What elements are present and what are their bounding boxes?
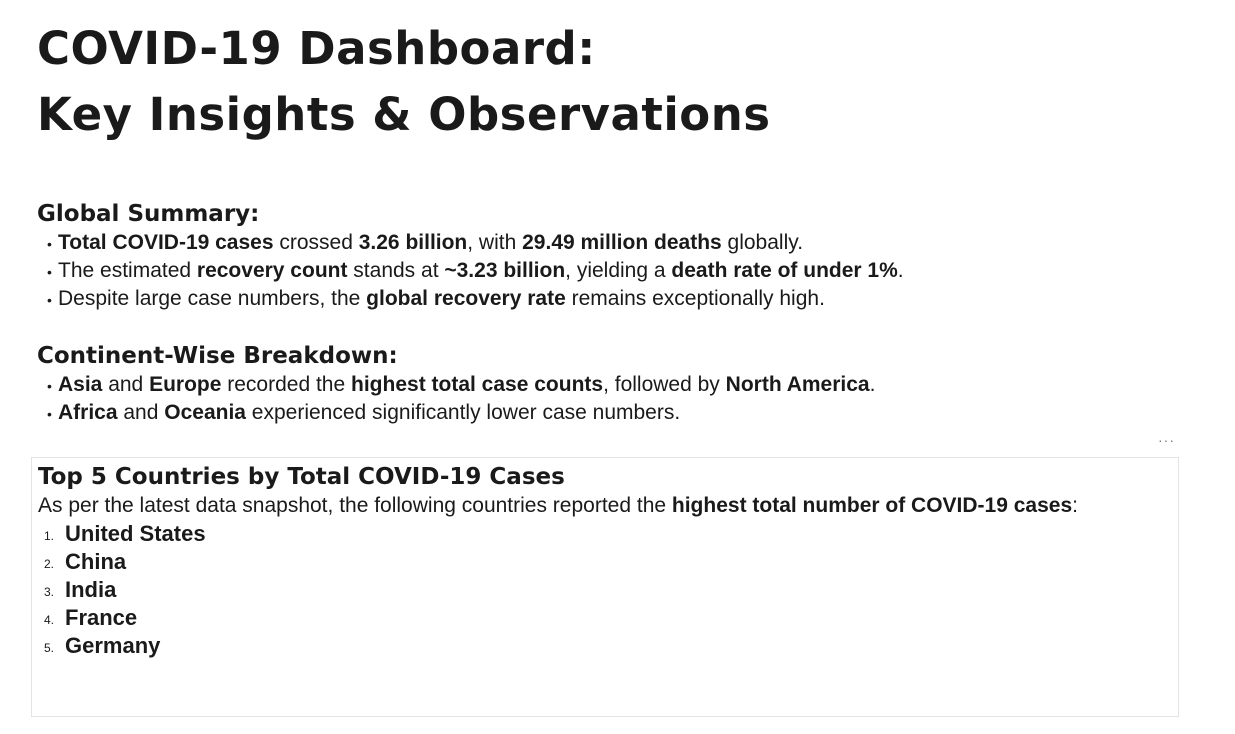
bullet-dot-icon: • bbox=[47, 378, 52, 394]
list-item: • Total COVID-19 cases crossed 3.26 billi… bbox=[37, 229, 904, 257]
global-summary-section: Global Summary: • Total COVID-19 cases cr… bbox=[37, 199, 904, 313]
continent-breakdown-list: • Asia and Europe recorded the highest to… bbox=[37, 371, 875, 427]
top-countries-list: 1. United States 2. China 3. India 4. France… bbox=[38, 520, 1168, 660]
list-item: 1. United States bbox=[44, 521, 206, 546]
top-countries-heading: Top 5 Countries by Total COVID-19 Cases bbox=[38, 464, 565, 490]
bullet-dot-icon: • bbox=[47, 236, 52, 252]
bullet-dot-icon: • bbox=[47, 264, 52, 280]
continent-breakdown-heading: Continent-Wise Breakdown: bbox=[37, 343, 398, 369]
markdown-cell-content: Top 5 Countries by Total COVID-19 Cases … bbox=[38, 462, 1168, 660]
continent-breakdown-section: Continent-Wise Breakdown: • Asia and Euro… bbox=[37, 341, 875, 427]
list-item: 5. Germany bbox=[44, 633, 161, 658]
list-item: • Africa and Oceania experienced signific… bbox=[37, 399, 875, 427]
list-item: • Despite large case numbers, the global … bbox=[37, 285, 904, 313]
bullet-dot-icon: • bbox=[47, 292, 52, 308]
list-item: 3. India bbox=[44, 577, 117, 602]
list-item: • The estimated recovery count stands at … bbox=[37, 257, 904, 285]
list-item: 4. France bbox=[44, 605, 138, 630]
title-line-2: Key Insights & Observations bbox=[37, 88, 771, 141]
list-item: 2. China bbox=[44, 549, 127, 574]
list-item: • Asia and Europe recorded the highest to… bbox=[37, 371, 875, 399]
global-summary-heading: Global Summary: bbox=[37, 201, 260, 227]
global-summary-list: • Total COVID-19 cases crossed 3.26 billi… bbox=[37, 229, 904, 313]
top-countries-intro: As per the latest data snapshot, the fol… bbox=[38, 494, 1078, 517]
page-title: COVID-19 Dashboard: Key Insights & Obser… bbox=[37, 16, 771, 148]
more-options-icon[interactable]: ··· bbox=[1158, 432, 1175, 448]
title-line-1: COVID-19 Dashboard: bbox=[37, 22, 596, 75]
markdown-cell[interactable]: Top 5 Countries by Total COVID-19 Cases … bbox=[31, 457, 1179, 717]
bullet-dot-icon: • bbox=[47, 406, 52, 422]
